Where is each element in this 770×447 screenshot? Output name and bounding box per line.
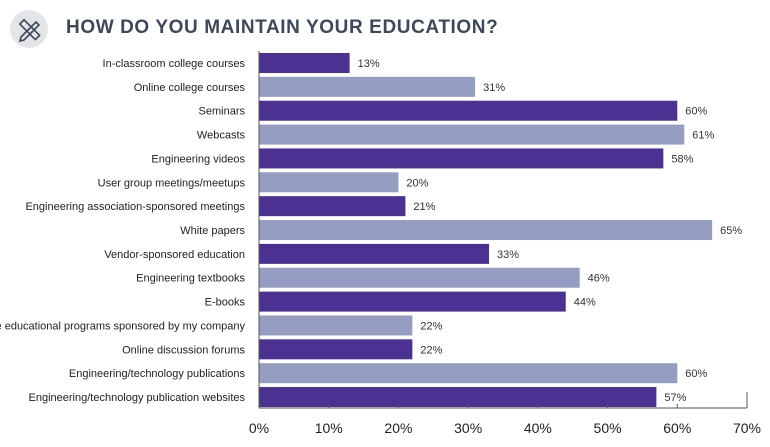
bar <box>259 220 713 241</box>
category-label: White papers <box>180 225 245 237</box>
bar <box>259 339 413 360</box>
value-label: 61% <box>692 130 714 142</box>
value-label: 60% <box>685 106 707 118</box>
value-label: 57% <box>664 392 686 404</box>
bar <box>259 315 413 336</box>
value-label: 44% <box>574 297 596 309</box>
value-label: 58% <box>671 153 693 165</box>
bar <box>259 196 406 217</box>
value-label: 31% <box>483 82 505 94</box>
category-label: Engineering/technology publication websi… <box>29 392 246 404</box>
bar <box>259 53 350 73</box>
bar <box>259 76 476 97</box>
value-label: 65% <box>720 225 742 237</box>
x-tick-label: 50% <box>594 420 622 436</box>
category-label: Seminars <box>199 106 246 118</box>
value-label: 13% <box>358 58 380 70</box>
x-tick-label: 30% <box>454 420 482 436</box>
x-tick-label: 20% <box>384 420 412 436</box>
category-label: Engineering/technology publications <box>69 368 246 380</box>
bar <box>259 291 566 312</box>
category-label: Online discussion forums <box>122 344 245 356</box>
category-label: In-classroom college courses <box>103 58 246 70</box>
category-label: User group meetings/meetups <box>98 177 246 189</box>
value-label: 46% <box>588 273 610 285</box>
x-tick-label: 60% <box>663 420 691 436</box>
bar <box>259 148 664 169</box>
bar <box>259 387 657 408</box>
category-label: Engineering association-sponsored meetin… <box>25 201 245 213</box>
value-label: 60% <box>685 368 707 380</box>
value-label: 21% <box>413 201 435 213</box>
bar <box>259 267 580 288</box>
category-label: E-books <box>205 297 246 309</box>
bar <box>259 124 685 145</box>
value-label: 22% <box>420 344 442 356</box>
x-tick-label: 70% <box>733 420 761 436</box>
category-label: Vendor-sponsored education <box>104 249 245 261</box>
pencil-ruler-icon <box>10 10 48 48</box>
category-label: Webcasts <box>197 130 246 142</box>
x-tick-label: 40% <box>524 420 552 436</box>
bar <box>259 363 678 384</box>
x-tick-label: 10% <box>315 420 343 436</box>
value-label: 22% <box>420 320 442 332</box>
category-label: Engineering videos <box>151 153 245 165</box>
chart-title: HOW DO YOU MAINTAIN YOUR EDUCATION? <box>66 17 499 38</box>
category-label: Engineering textbooks <box>136 273 245 285</box>
bar <box>259 172 399 193</box>
bar <box>259 243 490 264</box>
category-label: Online college courses <box>134 82 246 94</box>
bar <box>259 100 678 121</box>
category-label: In-house educational programs sponsored … <box>0 320 245 332</box>
value-label: 20% <box>406 177 428 189</box>
x-tick-label: 0% <box>249 420 269 436</box>
value-label: 33% <box>497 249 519 261</box>
